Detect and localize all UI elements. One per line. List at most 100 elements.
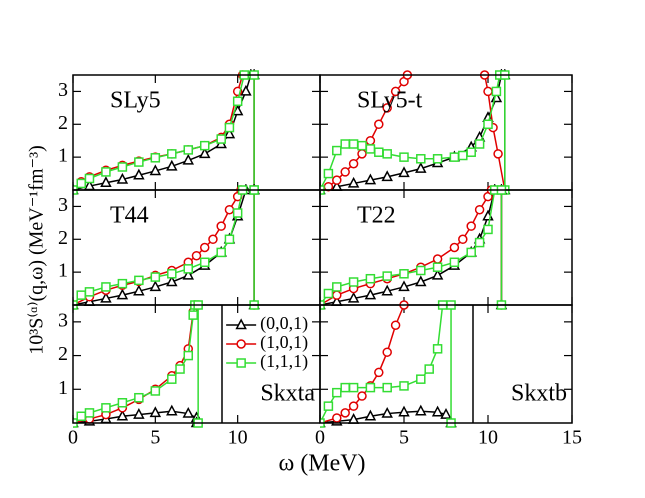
series-line — [320, 189, 503, 306]
marker — [432, 262, 443, 272]
marker — [182, 406, 195, 418]
marker — [182, 153, 195, 165]
x-tick-label: 0 — [315, 427, 325, 449]
marker — [340, 408, 350, 418]
marker — [149, 164, 162, 176]
marker — [347, 176, 360, 188]
marker — [232, 208, 243, 218]
marker — [167, 374, 177, 384]
marker — [483, 119, 493, 130]
series — [320, 185, 507, 310]
legend-marker — [236, 358, 246, 368]
series-line — [73, 74, 255, 191]
marker — [117, 278, 128, 289]
marker — [398, 166, 410, 178]
marker — [364, 173, 377, 185]
marker — [134, 157, 144, 167]
legend-label: (1,0,1) — [260, 332, 308, 353]
marker — [332, 387, 342, 398]
marker — [76, 178, 86, 189]
marker — [223, 127, 236, 139]
marker — [224, 204, 235, 215]
marker — [365, 144, 376, 154]
series-line — [320, 304, 452, 424]
marker — [232, 96, 243, 107]
marker — [323, 168, 334, 179]
marker — [116, 172, 129, 184]
marker — [382, 382, 392, 393]
marker — [100, 176, 112, 188]
series — [73, 70, 259, 195]
series-line — [320, 74, 506, 191]
marker — [216, 247, 226, 258]
marker — [101, 167, 111, 177]
marker — [431, 405, 444, 417]
marker — [415, 404, 427, 416]
panel-label: SLy5 — [110, 88, 161, 114]
y-tick-label: 1 — [58, 377, 68, 399]
panel-label: Skxta — [260, 381, 315, 407]
marker — [340, 382, 350, 393]
series — [320, 300, 456, 428]
series — [73, 185, 259, 310]
marker — [347, 291, 360, 303]
marker — [188, 310, 198, 320]
marker — [348, 139, 359, 149]
marker — [183, 350, 194, 361]
series — [73, 300, 200, 428]
x-tick-label: 10 — [228, 427, 248, 449]
marker — [348, 158, 359, 169]
marker — [101, 282, 111, 292]
marker — [166, 275, 178, 287]
marker — [332, 145, 342, 156]
marker — [399, 381, 409, 391]
marker — [133, 284, 145, 296]
marker — [365, 382, 376, 393]
marker — [382, 103, 392, 113]
y-tick-label: 3 — [58, 309, 68, 331]
panel-label: T44 — [110, 203, 149, 229]
y-tick-label: 3 — [58, 194, 68, 216]
marker — [364, 288, 377, 300]
marker — [381, 284, 393, 296]
marker — [466, 247, 476, 258]
marker — [191, 250, 202, 261]
marker — [134, 275, 144, 286]
marker — [432, 344, 443, 354]
series — [320, 185, 507, 310]
marker — [182, 268, 195, 280]
marker — [76, 411, 86, 422]
marker — [149, 406, 162, 418]
marker — [449, 152, 460, 162]
marker — [332, 175, 342, 185]
panel-label: SLy5-t — [357, 88, 423, 114]
panel-label: Skxtb — [511, 381, 567, 407]
marker — [117, 162, 128, 172]
marker — [199, 257, 210, 268]
y-tick-label: 1 — [58, 145, 68, 167]
marker — [399, 152, 409, 162]
y-tick-label: 2 — [58, 227, 68, 249]
marker — [149, 280, 162, 292]
marker — [374, 367, 384, 378]
marker — [348, 401, 359, 411]
marker — [340, 139, 350, 149]
marker — [365, 135, 376, 146]
panel-frame — [319, 304, 573, 424]
marker — [399, 269, 409, 279]
marker — [440, 407, 452, 419]
marker — [357, 149, 367, 159]
marker — [483, 224, 493, 235]
marker — [323, 401, 334, 411]
marker — [432, 254, 443, 264]
marker — [166, 404, 178, 416]
y-tick-label: 1 — [58, 260, 68, 282]
marker — [458, 150, 468, 161]
marker — [491, 86, 502, 97]
marker — [493, 149, 503, 159]
marker — [466, 147, 476, 157]
legend-marker — [236, 339, 246, 349]
marker — [84, 173, 95, 184]
marker — [323, 288, 334, 299]
